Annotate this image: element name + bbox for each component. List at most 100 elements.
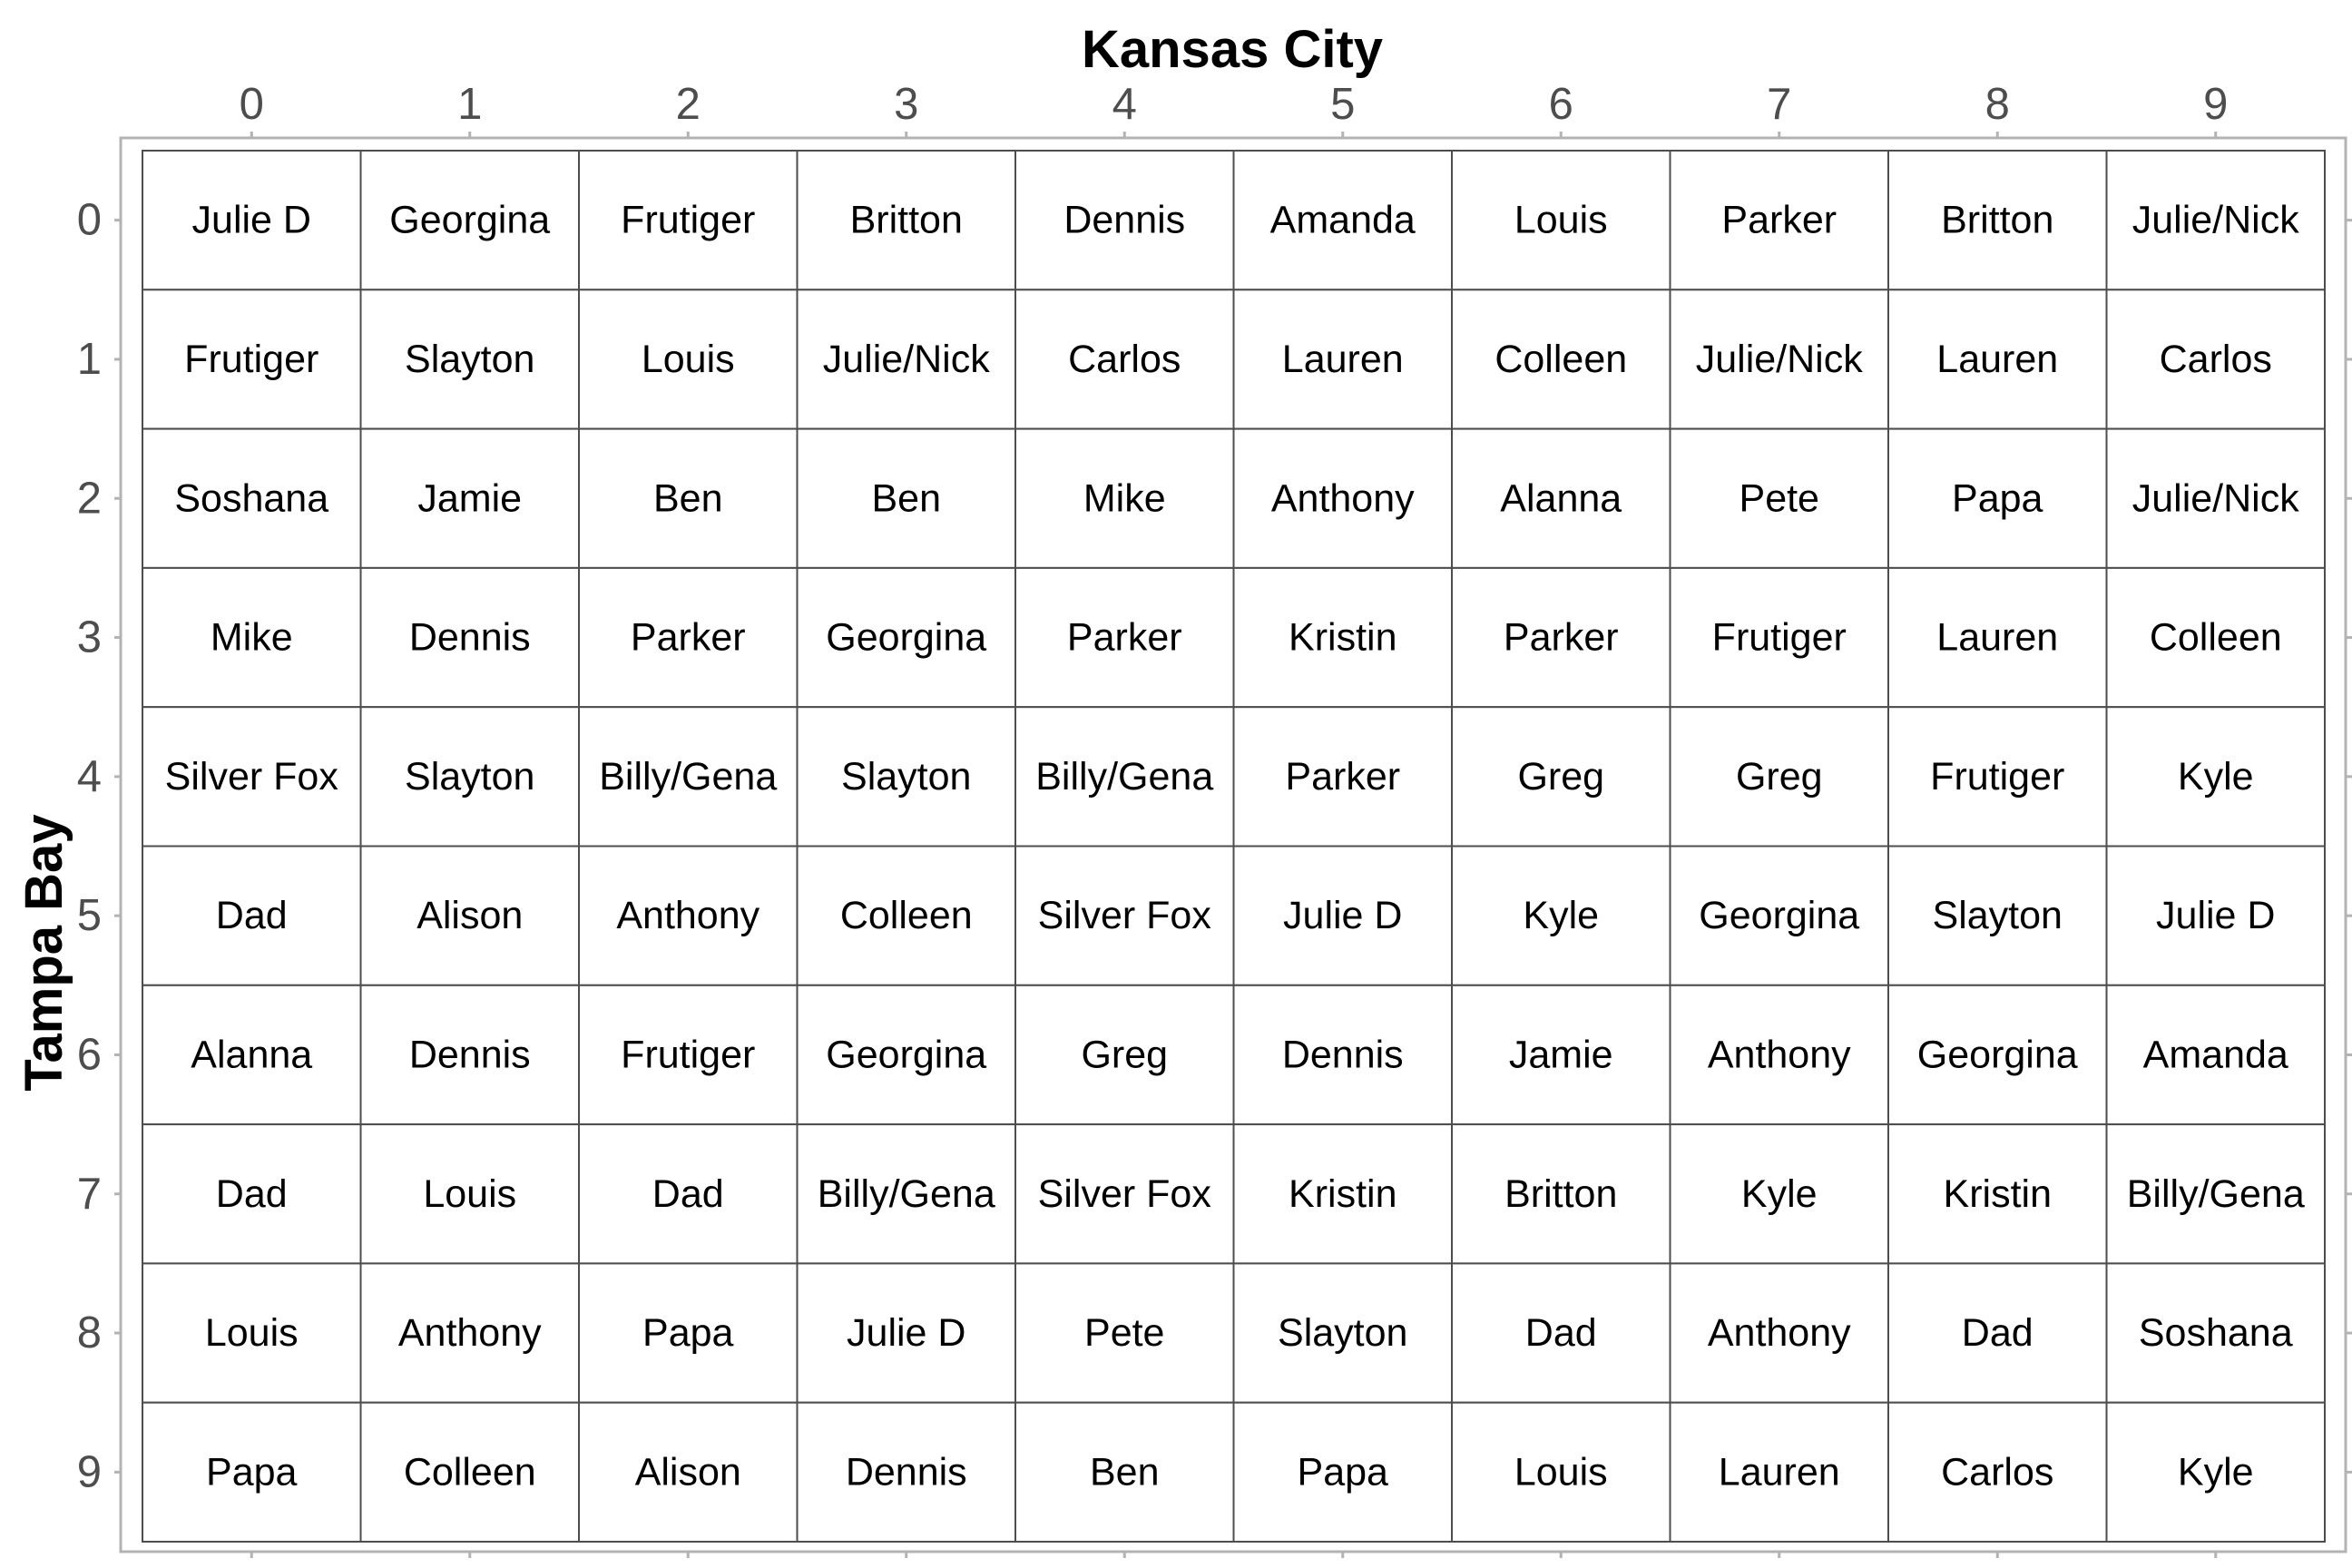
x-tick-labels: 0 1 2 3 4 5 6 7 8 9 bbox=[240, 80, 2229, 129]
cell-label: Britton bbox=[1941, 199, 2053, 242]
cell-label: Anthony bbox=[1271, 476, 1415, 520]
grid-tile bbox=[359, 289, 580, 430]
grid-tile bbox=[578, 984, 799, 1126]
grid-tile bbox=[359, 1262, 580, 1404]
cell-label: Anthony bbox=[398, 1311, 542, 1355]
cell-label: Papa bbox=[206, 1450, 298, 1494]
grid-tile bbox=[1669, 150, 1889, 291]
x-tick-label: 5 bbox=[1330, 80, 1355, 129]
y-tick-label: 2 bbox=[77, 474, 102, 523]
grid-tile bbox=[1232, 706, 1453, 848]
grid-tile bbox=[796, 566, 1016, 709]
cell-label: Kristin bbox=[1289, 1172, 1396, 1216]
cell-label: Papa bbox=[1298, 1450, 1389, 1494]
grid-tile bbox=[1887, 984, 2108, 1126]
grid-tile bbox=[1232, 984, 1453, 1126]
grid-tile bbox=[1669, 1401, 1889, 1543]
grid-tile bbox=[1014, 289, 1235, 430]
x-tick-label: 6 bbox=[1549, 80, 1573, 129]
grid-tile bbox=[2105, 845, 2326, 986]
grid-tile bbox=[1232, 1401, 1453, 1543]
cell-label: Kristin bbox=[1944, 1172, 2052, 1216]
cell-label: Amanda bbox=[2143, 1033, 2288, 1076]
cell-label: Ben bbox=[871, 476, 941, 520]
y-tick-label: 3 bbox=[77, 613, 102, 662]
grid-tile bbox=[796, 984, 1016, 1126]
cell-label: Dennis bbox=[409, 616, 531, 660]
grid-tile bbox=[796, 289, 1016, 430]
grid-tile bbox=[142, 1123, 362, 1265]
cell-label: Lauren bbox=[1282, 338, 1404, 381]
cell-label: Mike bbox=[211, 616, 293, 660]
cell-label: Georgina bbox=[389, 199, 550, 242]
grid-tile bbox=[2105, 150, 2326, 291]
cell-label: Lauren bbox=[1936, 338, 2058, 381]
grid-tile bbox=[2105, 289, 2326, 430]
plot-panel-border bbox=[119, 136, 2347, 1553]
grid-tile bbox=[2105, 706, 2326, 848]
y-tick-label: 5 bbox=[77, 891, 102, 940]
cell-label: Colleen bbox=[404, 1450, 536, 1494]
cell-label: Georgina bbox=[1917, 1033, 2078, 1076]
grid-tile bbox=[359, 845, 580, 986]
cell-label: Billy/Gena bbox=[2127, 1172, 2305, 1216]
cell-label: Dennis bbox=[1282, 1033, 1404, 1076]
cell-label: Julie/Nick bbox=[1696, 338, 1863, 381]
cell-label: Dennis bbox=[1063, 199, 1185, 242]
grid-tile bbox=[796, 150, 1016, 291]
cell-label: Lauren bbox=[1719, 1450, 1840, 1494]
grid-tile bbox=[1887, 566, 2108, 709]
cell-label: Soshana bbox=[174, 476, 328, 520]
cell-label: Louis bbox=[205, 1311, 299, 1355]
cell-label: Amanda bbox=[1270, 199, 1416, 242]
grid-tile bbox=[796, 706, 1016, 848]
cell-label: Alison bbox=[635, 1450, 741, 1494]
grid-tile bbox=[1232, 1123, 1453, 1265]
grid-tile bbox=[796, 845, 1016, 986]
grid-tile bbox=[578, 566, 799, 709]
cell-label: Louis bbox=[1514, 1450, 1608, 1494]
cell-label: Dad bbox=[216, 894, 288, 937]
x-tick-label: 4 bbox=[1112, 80, 1137, 129]
cell-label: Greg bbox=[1736, 755, 1823, 799]
grid-tile bbox=[2105, 566, 2326, 709]
grid-tile bbox=[142, 1262, 362, 1404]
grid-tile bbox=[142, 289, 362, 430]
cell-label: Slayton bbox=[841, 755, 971, 799]
y-tick-label: 4 bbox=[77, 752, 102, 801]
cell-label: Frutiger bbox=[621, 1033, 755, 1076]
grid-tile bbox=[1232, 566, 1453, 709]
cell-label: Ben bbox=[653, 476, 723, 520]
cell-label: Silver Fox bbox=[1038, 1172, 1212, 1216]
cell-label: Soshana bbox=[2139, 1311, 2293, 1355]
cell-label: Mike bbox=[1083, 476, 1166, 520]
cell-label: Parker bbox=[1504, 616, 1619, 660]
cell-label: Kyle bbox=[1523, 894, 1599, 937]
grid-tile bbox=[142, 706, 362, 848]
grid-tile bbox=[578, 150, 799, 291]
grid-tile bbox=[578, 289, 799, 430]
grid-tile bbox=[2105, 1262, 2326, 1404]
grid-tile bbox=[1232, 289, 1453, 430]
cell-label: Julie D bbox=[2156, 894, 2275, 937]
grid-tile bbox=[1014, 150, 1235, 291]
grid-tile bbox=[1669, 706, 1889, 848]
grid-tile bbox=[1232, 150, 1453, 291]
cell-label: Papa bbox=[642, 1311, 734, 1355]
cell-label: Britton bbox=[1504, 1172, 1617, 1216]
cell-label: Carlos bbox=[2160, 338, 2272, 381]
cell-label: Anthony bbox=[1708, 1033, 1851, 1076]
cell-label: Dennis bbox=[846, 1450, 967, 1494]
x-tick-label: 8 bbox=[1985, 80, 2010, 129]
grid-tile bbox=[359, 706, 580, 848]
cell-label: Georgina bbox=[826, 616, 986, 660]
cell-label: Alison bbox=[416, 894, 523, 937]
x-tick-label: 1 bbox=[457, 80, 482, 129]
cell-label: Julie/Nick bbox=[823, 338, 990, 381]
cell-label: Frutiger bbox=[621, 199, 755, 242]
grid-tile bbox=[142, 1401, 362, 1543]
grid-tile bbox=[359, 566, 580, 709]
grid-tile bbox=[359, 150, 580, 291]
grid-tile bbox=[1451, 289, 1671, 430]
grid-tile bbox=[1887, 1262, 2108, 1404]
